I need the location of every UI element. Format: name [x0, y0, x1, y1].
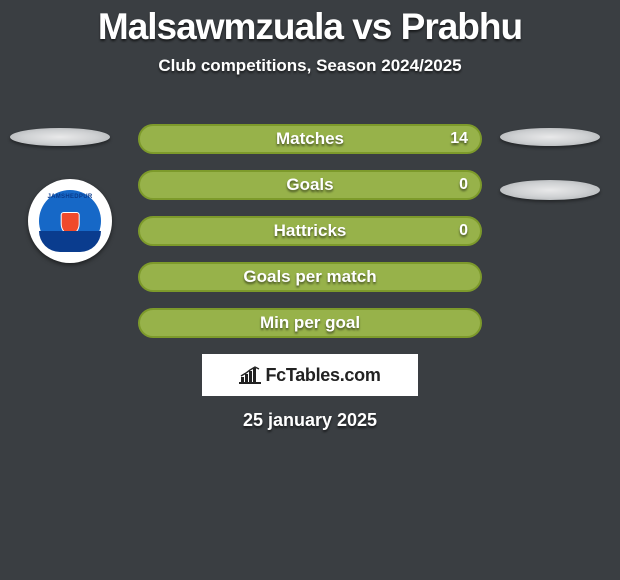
stats-container: Matches14Goals0Hattricks0Goals per match…: [138, 124, 482, 354]
date-text: 25 january 2025: [0, 410, 620, 431]
stat-label: Min per goal: [140, 313, 480, 333]
brand-chart-icon: [239, 366, 261, 384]
left-player-ellipse: [10, 128, 110, 146]
stat-label: Goals per match: [140, 267, 480, 287]
stat-row: Goals per match: [138, 262, 482, 292]
club-logo-stripe: [39, 231, 101, 252]
club-logo-inner: JAMSHEDPUR: [39, 190, 101, 252]
right-player-ellipse-bottom: [500, 180, 600, 200]
stat-row: Hattricks0: [138, 216, 482, 246]
stat-value: 0: [459, 176, 468, 194]
stat-label: Matches: [140, 129, 480, 149]
stat-row: Matches14: [138, 124, 482, 154]
brand-text: FcTables.com: [265, 365, 380, 386]
stat-value: 14: [450, 130, 468, 148]
stat-label: Goals: [140, 175, 480, 195]
right-player-ellipse-top: [500, 128, 600, 146]
stat-label: Hattricks: [140, 221, 480, 241]
page-title: Malsawmzuala vs Prabhu: [0, 0, 620, 48]
brand-box: FcTables.com: [202, 354, 418, 396]
subtitle: Club competitions, Season 2024/2025: [0, 56, 620, 76]
stat-value: 0: [459, 222, 468, 240]
club-logo-text: JAMSHEDPUR: [39, 194, 101, 200]
stat-row: Goals0: [138, 170, 482, 200]
club-logo: JAMSHEDPUR: [28, 179, 112, 263]
stat-row: Min per goal: [138, 308, 482, 338]
